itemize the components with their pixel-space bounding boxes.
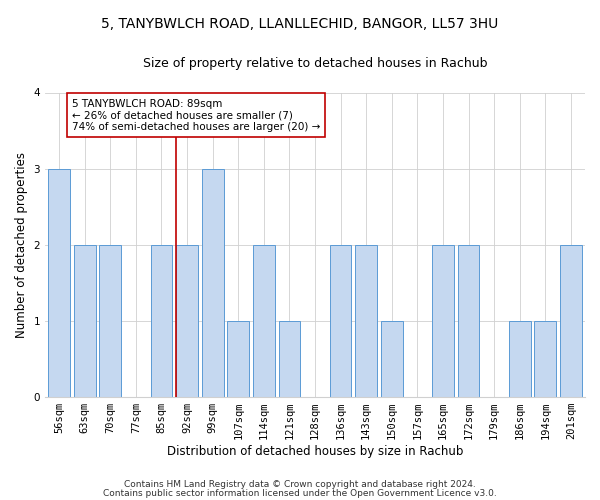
Bar xyxy=(432,244,454,396)
Bar xyxy=(509,320,530,396)
Bar xyxy=(176,244,198,396)
Bar xyxy=(227,320,249,396)
Title: Size of property relative to detached houses in Rachub: Size of property relative to detached ho… xyxy=(143,58,487,70)
Text: 5 TANYBWLCH ROAD: 89sqm
← 26% of detached houses are smaller (7)
74% of semi-det: 5 TANYBWLCH ROAD: 89sqm ← 26% of detache… xyxy=(72,98,320,132)
Bar xyxy=(355,244,377,396)
Bar xyxy=(202,168,224,396)
Bar xyxy=(48,168,70,396)
Y-axis label: Number of detached properties: Number of detached properties xyxy=(15,152,28,338)
Text: Contains HM Land Registry data © Crown copyright and database right 2024.: Contains HM Land Registry data © Crown c… xyxy=(124,480,476,489)
Bar xyxy=(330,244,352,396)
Bar xyxy=(278,320,301,396)
Bar xyxy=(151,244,172,396)
Bar xyxy=(253,244,275,396)
Text: 5, TANYBWLCH ROAD, LLANLLECHID, BANGOR, LL57 3HU: 5, TANYBWLCH ROAD, LLANLLECHID, BANGOR, … xyxy=(101,18,499,32)
Bar xyxy=(74,244,95,396)
Bar xyxy=(100,244,121,396)
X-axis label: Distribution of detached houses by size in Rachub: Distribution of detached houses by size … xyxy=(167,444,463,458)
Bar xyxy=(560,244,582,396)
Bar xyxy=(458,244,479,396)
Text: Contains public sector information licensed under the Open Government Licence v3: Contains public sector information licen… xyxy=(103,488,497,498)
Bar xyxy=(381,320,403,396)
Bar xyxy=(535,320,556,396)
